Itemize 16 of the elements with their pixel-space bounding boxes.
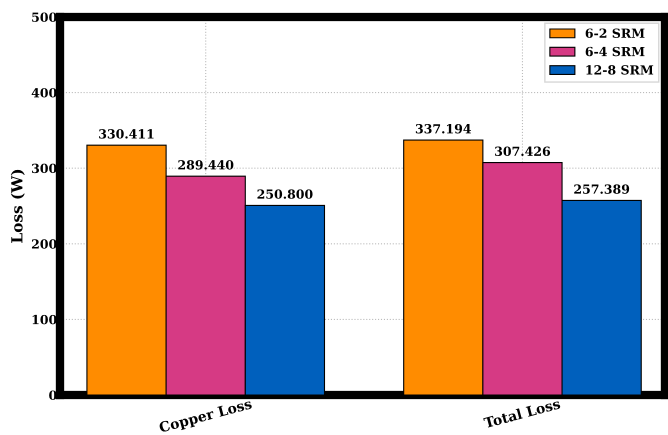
data-label: 337.194: [416, 124, 472, 134]
data-label: 257.389: [574, 184, 630, 194]
x-tick-label: Total Loss: [483, 398, 561, 428]
x-tick-label: Copper Loss: [158, 398, 253, 435]
data-label: 307.426: [495, 146, 550, 156]
legend-label: 6-2 SRM: [586, 28, 644, 38]
y-axis-title: Loss (W): [10, 170, 25, 243]
legend-label: 12-8 SRM: [586, 65, 654, 75]
data-label: 330.411: [99, 129, 154, 139]
y-tick-label: 200: [32, 239, 57, 249]
y-tick-label: 100: [32, 314, 57, 324]
data-label: 289.440: [178, 160, 234, 170]
data-label: 250.800: [257, 189, 313, 199]
y-tick-label: 300: [32, 164, 57, 174]
y-tick-label: 400: [32, 88, 57, 98]
legend-label: 6-4 SRM: [586, 46, 644, 56]
